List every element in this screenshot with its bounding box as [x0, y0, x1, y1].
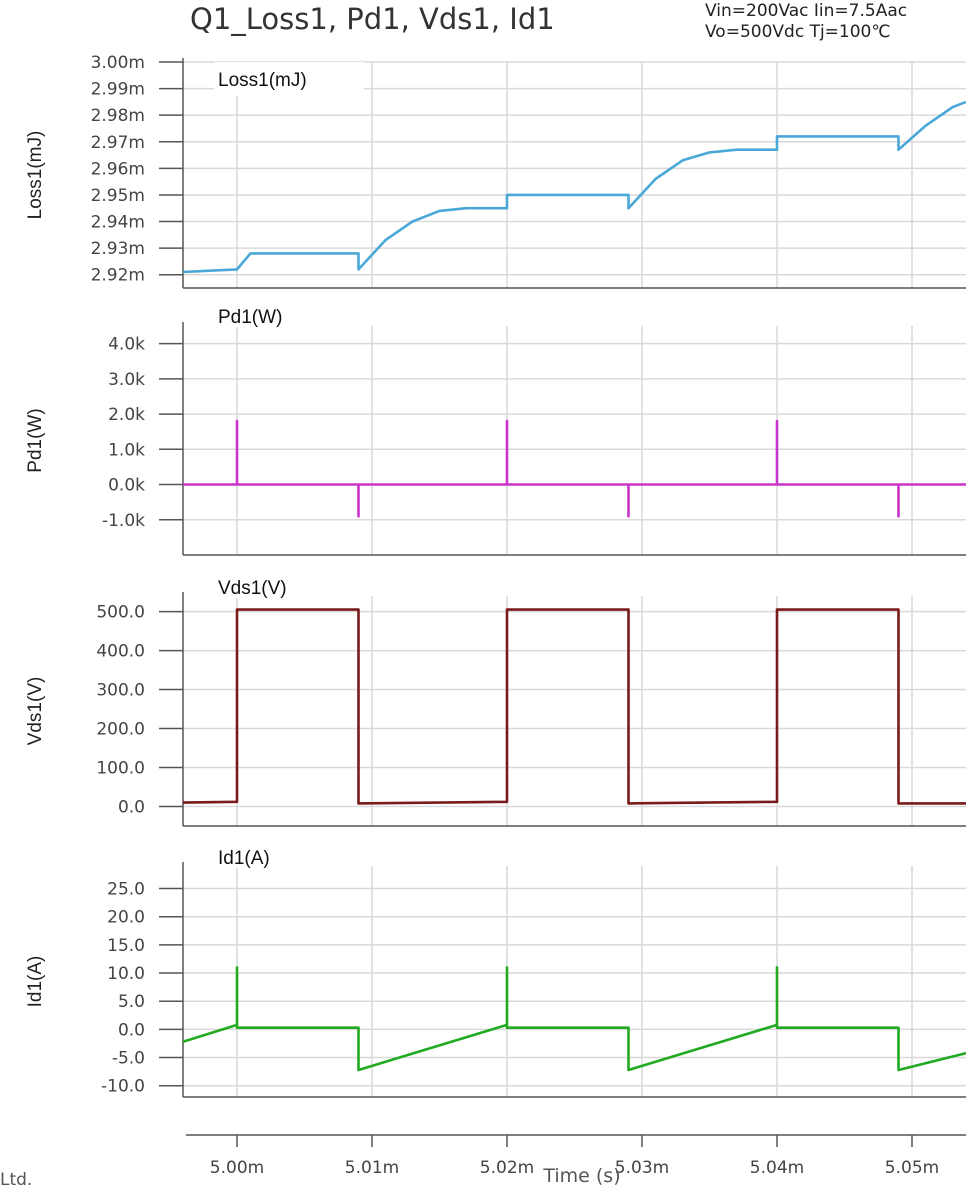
footer-fragment: Ltd.: [0, 1170, 33, 1190]
id-title-bg: [216, 844, 316, 868]
id-ytick-label-3: 5.0: [118, 992, 145, 1012]
vds-title-bg: [216, 574, 316, 598]
loss-panel-title: Loss1(mJ): [218, 70, 307, 91]
loss-ytick-label-3: 2.95m: [91, 186, 145, 206]
loss-ytick-label-7: 2.99m: [91, 80, 145, 100]
id-ytick-label-5: 15.0: [107, 936, 145, 956]
conditions-line-1: Vin=200Vac Iin=7.5Aac: [705, 1, 908, 21]
id-ytick-label-4: 10.0: [107, 964, 145, 984]
x-tick-label-1: 5.01m: [345, 1158, 399, 1178]
loss-ytick-label-1: 2.93m: [91, 239, 145, 259]
loss-ytick-label-6: 2.98m: [91, 106, 145, 126]
vds-panel-title: Vds1(V): [218, 578, 287, 599]
loss-ytick-label-4: 2.96m: [91, 159, 145, 179]
loss-ytick-label-0: 2.92m: [91, 266, 145, 286]
x-tick-label-5: 5.05m: [885, 1158, 939, 1178]
loss-ytick-label-8: 3.00m: [91, 53, 145, 73]
vds-ytick-label-5: 500.0: [96, 603, 145, 623]
vds-ytick-label-4: 400.0: [96, 642, 145, 662]
pd-panel: -1.0k 0.0k 1.0k 2.0k 3.0k 4.0k Pd1(W) Pd1(W): [25, 303, 966, 556]
x-tick-label-4: 5.04m: [750, 1158, 804, 1178]
pd-title-bg: [216, 303, 316, 327]
pd-ytick-label-2: 1.0k: [108, 440, 145, 460]
id-ytick-label-1: -5.0: [112, 1049, 145, 1069]
page-title: Q1_Loss1, Pd1, Vds1, Id1: [190, 2, 555, 36]
time-axis: 5.00m 5.01m 5.02m 5.03m 5.04m 5.05m Time (s): [186, 1134, 966, 1187]
conditions-line-2: Vo=500Vdc Tj=100℃: [705, 22, 891, 42]
vds-ytick-label-3: 300.0: [96, 681, 145, 701]
id-y-axis-label: Id1(A): [25, 956, 46, 1008]
vds-ytick-label-2: 200.0: [96, 720, 145, 740]
id-ytick-label-7: 25.0: [107, 880, 145, 900]
loss-series-line-0: [182, 100, 966, 274]
pd-ytick-label-5: 4.0k: [108, 335, 145, 355]
vds-ytick-label-1: 100.0: [96, 759, 145, 779]
vds-y-axis-label: Vds1(V): [25, 677, 46, 746]
id-panel: -10.0 -5.0 0.0 5.0 10.0 15.0 20.0 25.0 Id1(A) Id1…: [25, 844, 966, 1098]
loss-ytick-label-2: 2.94m: [91, 213, 145, 233]
vds-series-line-0: [182, 608, 966, 805]
id-ytick-label-6: 20.0: [107, 908, 145, 928]
id-ytick-label-2: 0.0: [118, 1020, 145, 1040]
vds-panel: 0.0 100.0 200.0 300.0 400.0 500.0 Vds1(V) Vds1(…: [25, 574, 966, 827]
loss-panel: 2.92m 2.93m 2.94m 2.95m 2.96m 2.97m 2.98m 2.99m…: [25, 53, 966, 289]
pd-ytick-label-0: -1.0k: [102, 511, 145, 531]
x-tick-label-0: 5.00m: [210, 1158, 264, 1178]
x-tick-label-2: 5.02m: [480, 1158, 534, 1178]
id-ytick-label-0: -10.0: [101, 1077, 145, 1097]
x-tick-label-3: 5.03m: [615, 1158, 669, 1178]
loss-y-axis-label: Loss1(mJ): [25, 131, 46, 220]
loss-title-bg: [214, 62, 364, 96]
pd-ytick-label-4: 3.0k: [108, 370, 145, 390]
id-panel-title: Id1(A): [218, 848, 270, 869]
id-series-line-0: [182, 966, 966, 1072]
pd-series-line-0: [183, 419, 966, 518]
loss-ytick-label-5: 2.97m: [91, 133, 145, 153]
pd-panel-title: Pd1(W): [218, 307, 282, 328]
pd-ytick-label-3: 2.0k: [108, 405, 145, 425]
x-axis-title: Time (s): [542, 1165, 620, 1187]
pd-ytick-label-1: 0.0k: [108, 476, 145, 496]
vds-ytick-label-0: 0.0: [118, 798, 145, 818]
pd-y-axis-label: Pd1(W): [25, 408, 46, 472]
